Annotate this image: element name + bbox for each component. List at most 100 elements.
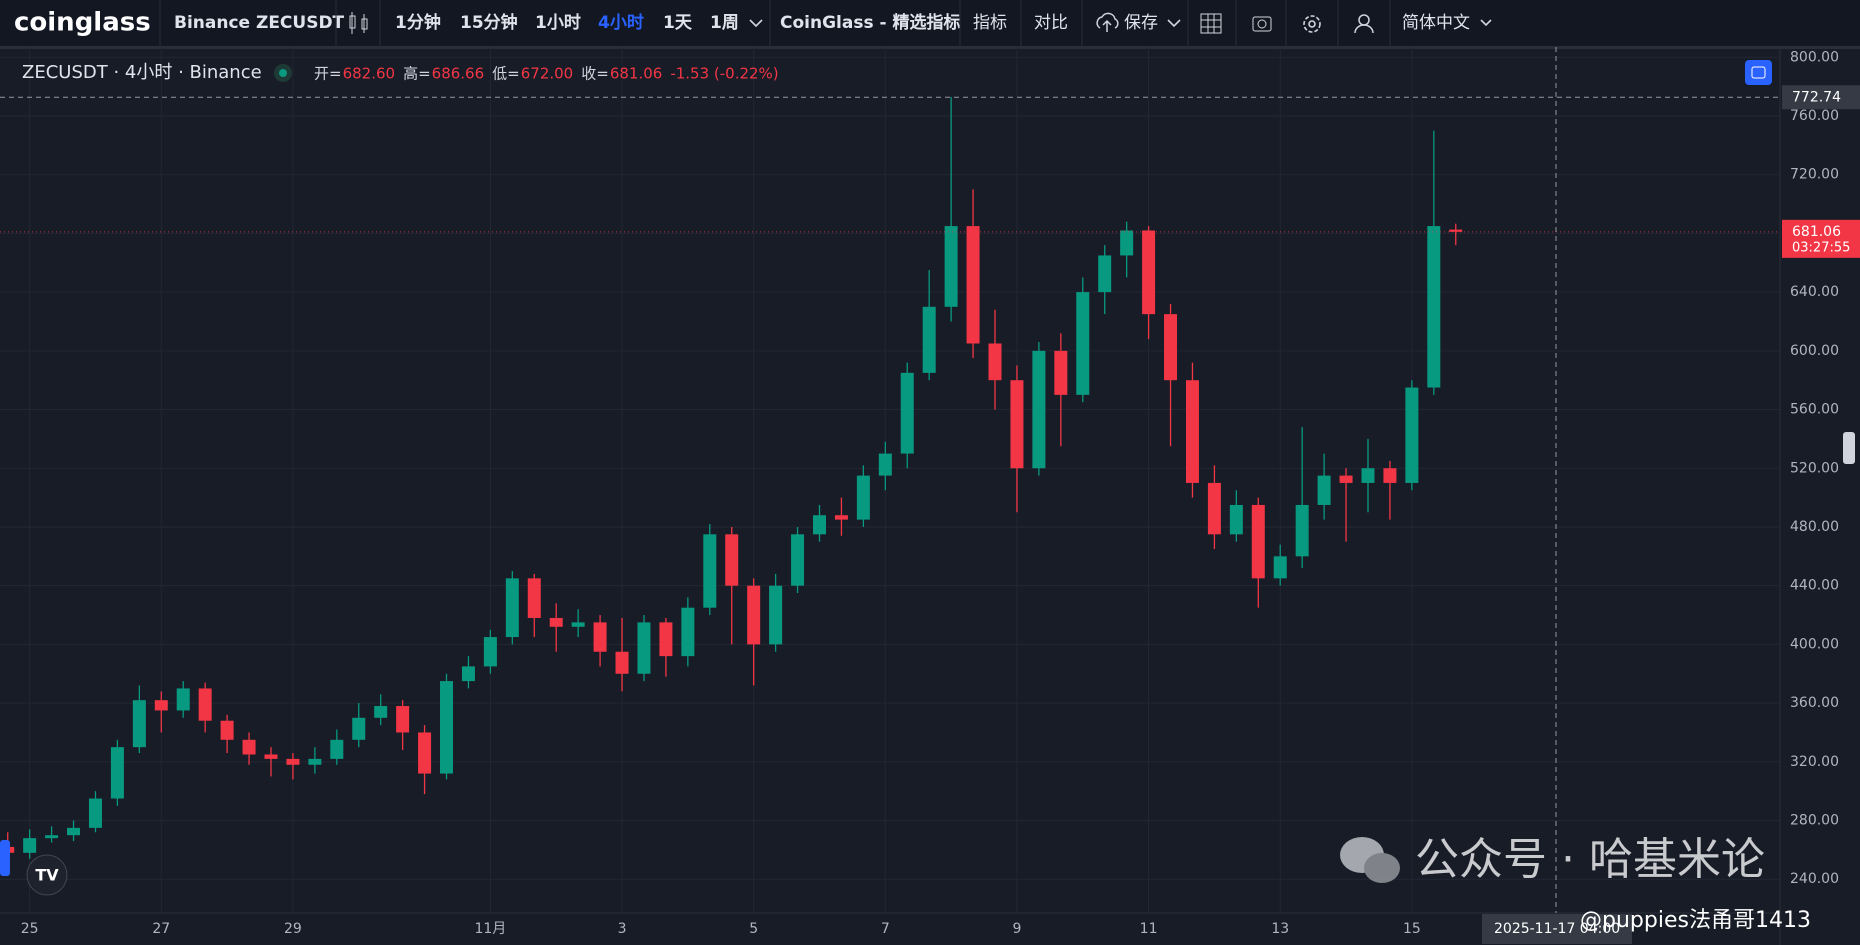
candle-body: [110, 747, 124, 799]
compare-button[interactable]: 对比: [1034, 13, 1068, 33]
candle-body: [198, 688, 212, 721]
user-icon[interactable]: [1354, 14, 1374, 34]
candle-body: [1229, 504, 1243, 535]
candle-body: [1142, 230, 1156, 315]
legend-label: 高=: [403, 65, 431, 83]
candle-body: [637, 622, 651, 674]
candle-type-icon[interactable]: [349, 12, 368, 34]
candle-body: [440, 681, 454, 774]
interval-button[interactable]: 1周: [710, 13, 739, 33]
y-tick-label: 600.00: [1790, 343, 1839, 359]
candle-body: [242, 739, 256, 755]
y-tick-label: 280.00: [1790, 813, 1839, 829]
sync-button[interactable]: [1745, 60, 1772, 85]
save-icon[interactable]: [1096, 12, 1119, 32]
candle-body: [791, 534, 805, 586]
candle-body: [461, 666, 475, 682]
x-tick-label: 13: [1271, 921, 1289, 937]
wechat-icon: [1340, 837, 1400, 883]
x-tick-label: 3: [618, 921, 627, 937]
candle-body: [900, 372, 914, 454]
interval-dropdown[interactable]: [749, 19, 763, 28]
x-tick-label: 15: [1403, 921, 1421, 937]
candle-body: [23, 838, 37, 853]
language-button[interactable]: 简体中文: [1402, 13, 1470, 33]
candle-body: [1361, 468, 1375, 483]
interval-button[interactable]: 15分钟: [460, 12, 518, 33]
candle-body: [1449, 229, 1463, 232]
interval-button[interactable]: 1天: [663, 13, 693, 33]
settings-icon[interactable]: [1303, 15, 1321, 33]
save-button[interactable]: 保存: [1124, 13, 1158, 33]
layout-icon[interactable]: [1200, 13, 1222, 34]
status-dot: [279, 69, 287, 77]
candle-body: [812, 515, 826, 535]
last-price-label: 681.06: [1792, 224, 1841, 240]
side-handle[interactable]: [1843, 432, 1855, 464]
candle-body: [330, 739, 344, 759]
y-tick-label: 400.00: [1790, 636, 1839, 652]
language-dropdown[interactable]: [1480, 19, 1492, 27]
legend-symbol: ZECUSDT · 4小时 · Binance: [22, 62, 262, 83]
candle-body: [725, 534, 739, 586]
candle-body: [418, 732, 432, 774]
y-tick-label: 720.00: [1790, 167, 1839, 183]
candle-body: [1207, 482, 1221, 535]
candle-body: [1427, 226, 1441, 388]
tv-logo-text: TV: [35, 866, 59, 885]
countdown-label: 03:27:55: [1792, 240, 1850, 255]
candle-body: [374, 706, 388, 718]
save-dropdown[interactable]: [1167, 19, 1181, 28]
y-tick-label: 760.00: [1790, 108, 1839, 124]
x-tick-label: 25: [21, 921, 39, 937]
legend-change: -1.53 (-0.22%): [670, 65, 778, 83]
candle-body: [1098, 255, 1112, 293]
y-tick-label: 560.00: [1790, 402, 1839, 418]
interval-button[interactable]: 4小时: [598, 13, 644, 33]
candle-body: [747, 585, 761, 645]
candle-body: [1317, 475, 1331, 505]
tv-logo[interactable]: [26, 854, 68, 896]
candle-body: [988, 343, 1002, 381]
legend-label: 低=: [492, 65, 520, 83]
candle-body: [483, 637, 497, 667]
interval-button[interactable]: 1分钟: [395, 12, 441, 33]
y-tick-label: 480.00: [1790, 519, 1839, 535]
candle-body: [67, 827, 81, 836]
indicators-button[interactable]: 指标: [973, 13, 1007, 33]
candle-body: [132, 700, 146, 748]
candle-body: [286, 758, 300, 765]
legend-value: 681.06: [610, 65, 663, 83]
candle-body: [769, 585, 783, 645]
x-tick-label: 5: [749, 921, 758, 937]
candle-body: [966, 226, 980, 344]
candle-body: [396, 706, 410, 733]
candle-body: [154, 700, 168, 711]
y-tick-label: 520.00: [1790, 460, 1839, 476]
candle-body: [1164, 314, 1178, 381]
candle-body: [571, 622, 585, 627]
candle-body: [1076, 292, 1090, 395]
candle-body: [1185, 380, 1199, 483]
toolbar: [0, 0, 1860, 47]
x-tick-label: 27: [152, 921, 170, 937]
y-tick-label: 360.00: [1790, 695, 1839, 711]
symbol-button[interactable]: Binance ZECUSDT: [174, 13, 345, 33]
indicator-set-button[interactable]: CoinGlass - 精选指标: [780, 12, 960, 33]
candle-body: [1120, 230, 1134, 256]
y-tick-label: 800.00: [1790, 49, 1839, 65]
candle-body: [856, 475, 870, 520]
candle-body: [1383, 468, 1397, 483]
candle-body: [834, 515, 848, 520]
brand: coinglass: [14, 8, 151, 38]
candle-body: [1010, 380, 1024, 469]
screenshot-icon[interactable]: [1252, 16, 1272, 32]
candle-body: [703, 534, 717, 608]
candle-body: [264, 754, 278, 759]
left-handle[interactable]: [0, 840, 10, 876]
x-tick-label: 11月: [474, 921, 506, 937]
legend-value: 686.66: [432, 65, 485, 83]
interval-button[interactable]: 1小时: [535, 13, 581, 33]
